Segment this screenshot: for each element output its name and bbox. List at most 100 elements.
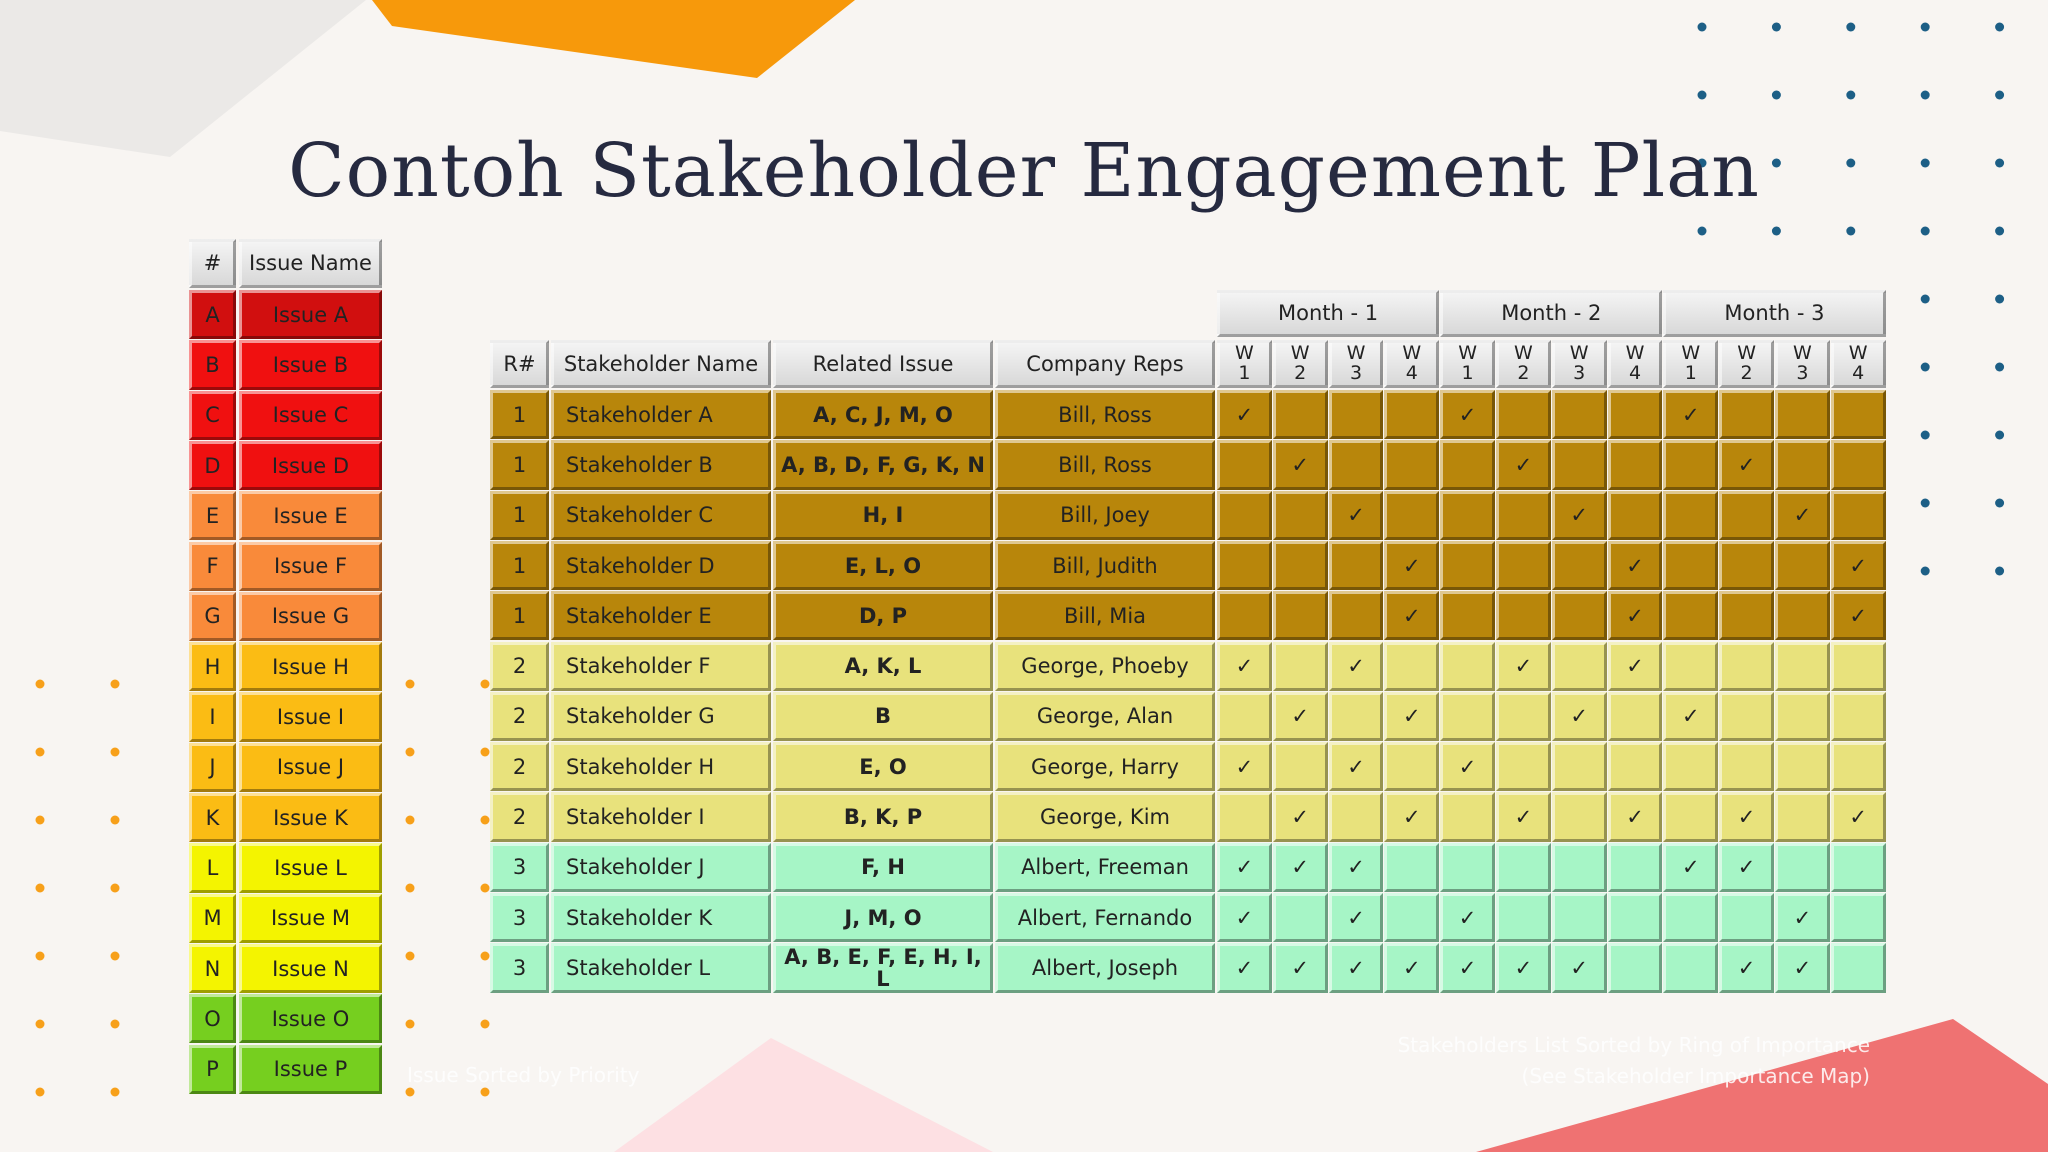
week-check bbox=[1272, 490, 1328, 540]
week-check bbox=[1440, 440, 1495, 490]
week-check bbox=[1272, 591, 1328, 641]
dot bbox=[1846, 90, 1856, 100]
week-check bbox=[1775, 742, 1830, 792]
week-check bbox=[1272, 893, 1328, 943]
dot bbox=[1995, 362, 2005, 372]
issue-id: E bbox=[189, 491, 236, 541]
week-check bbox=[1272, 641, 1328, 691]
week-check bbox=[1775, 691, 1830, 742]
week-check bbox=[1217, 440, 1272, 490]
company-reps: George, Alan bbox=[995, 691, 1215, 742]
week-check: ✓ bbox=[1217, 893, 1272, 943]
company-reps: Bill, Mia bbox=[995, 591, 1215, 641]
week-check: ✓ bbox=[1551, 691, 1607, 742]
title: Contoh Stakeholder Engagement Plan bbox=[288, 128, 1760, 214]
dot bbox=[1995, 430, 2005, 440]
week-check: ✓ bbox=[1384, 591, 1440, 641]
dot bbox=[1771, 158, 1781, 168]
week-check: ✓ bbox=[1496, 641, 1551, 691]
dot bbox=[35, 747, 45, 757]
rank: 1 bbox=[490, 490, 549, 540]
dot bbox=[110, 1087, 120, 1097]
week-check: ✓ bbox=[1272, 691, 1328, 742]
week-check: ✓ bbox=[1719, 440, 1774, 490]
week-check: ✓ bbox=[1496, 943, 1551, 993]
dot bbox=[1920, 22, 1930, 32]
header-cell: Stakeholder Name bbox=[551, 340, 771, 388]
company-reps: Albert, Freeman bbox=[995, 842, 1215, 892]
week-check: ✓ bbox=[1328, 893, 1384, 943]
week-check bbox=[1719, 490, 1774, 540]
week-header: W 1 bbox=[1663, 340, 1719, 388]
week-check bbox=[1719, 742, 1774, 792]
issue-name: Issue H bbox=[239, 642, 382, 692]
week-check bbox=[1719, 390, 1774, 440]
week-check: ✓ bbox=[1663, 390, 1719, 440]
related-issue: E, O bbox=[773, 742, 993, 792]
week-check bbox=[1663, 440, 1719, 490]
related-issue: F, H bbox=[773, 842, 993, 892]
week-check bbox=[1830, 691, 1886, 742]
dot bbox=[1697, 22, 1707, 32]
week-check bbox=[1496, 842, 1551, 892]
week-check bbox=[1830, 490, 1886, 540]
issue-id: I bbox=[189, 692, 236, 742]
rank: 1 bbox=[490, 540, 549, 591]
company-reps: Bill, Ross bbox=[995, 390, 1215, 440]
week-check bbox=[1328, 440, 1384, 490]
dot bbox=[1920, 430, 1930, 440]
week-check: ✓ bbox=[1719, 943, 1774, 993]
week-check: ✓ bbox=[1775, 893, 1830, 943]
dot bbox=[35, 1019, 45, 1029]
rank: 1 bbox=[490, 591, 549, 641]
dot bbox=[1771, 90, 1781, 100]
related-issue: B, K, P bbox=[773, 792, 993, 842]
week-check bbox=[1663, 943, 1719, 993]
week-check bbox=[1328, 540, 1384, 591]
related-issue: B bbox=[773, 691, 993, 742]
company-reps: George, Kim bbox=[995, 792, 1215, 842]
dot bbox=[1920, 90, 1930, 100]
week-check: ✓ bbox=[1830, 792, 1886, 842]
week-check bbox=[1719, 540, 1774, 591]
week-check: ✓ bbox=[1328, 943, 1384, 993]
month-header: Month - 2 bbox=[1440, 290, 1663, 337]
dot bbox=[1697, 158, 1707, 168]
week-check: ✓ bbox=[1217, 943, 1272, 993]
week-check bbox=[1607, 490, 1663, 540]
week-check: ✓ bbox=[1272, 943, 1328, 993]
dot bbox=[1920, 294, 1930, 304]
dot bbox=[110, 747, 120, 757]
week-check: ✓ bbox=[1272, 440, 1328, 490]
week-check bbox=[1719, 691, 1774, 742]
week-check bbox=[1830, 440, 1886, 490]
dot bbox=[1920, 158, 1930, 168]
week-check: ✓ bbox=[1328, 842, 1384, 892]
stakeholder-name: Stakeholder C bbox=[551, 490, 771, 540]
issue-id: D bbox=[189, 440, 236, 491]
week-check bbox=[1830, 842, 1886, 892]
week-check: ✓ bbox=[1830, 540, 1886, 591]
week-check bbox=[1830, 641, 1886, 691]
week-check bbox=[1496, 591, 1551, 641]
week-check bbox=[1440, 842, 1495, 892]
rank: 2 bbox=[490, 641, 549, 691]
issue-name: Issue K bbox=[239, 793, 382, 843]
week-check: ✓ bbox=[1384, 540, 1440, 591]
company-reps: George, Harry bbox=[995, 742, 1215, 792]
week-check bbox=[1384, 390, 1440, 440]
week-check bbox=[1663, 490, 1719, 540]
week-check bbox=[1663, 742, 1719, 792]
week-check bbox=[1384, 490, 1440, 540]
week-check: ✓ bbox=[1328, 641, 1384, 691]
week-check bbox=[1775, 440, 1830, 490]
rank: 2 bbox=[490, 792, 549, 842]
week-check: ✓ bbox=[1719, 792, 1774, 842]
week-check bbox=[1663, 641, 1719, 691]
week-check bbox=[1440, 540, 1495, 591]
week-check: ✓ bbox=[1719, 842, 1774, 892]
week-check bbox=[1384, 440, 1440, 490]
dot bbox=[110, 679, 120, 689]
dot bbox=[1995, 294, 2005, 304]
